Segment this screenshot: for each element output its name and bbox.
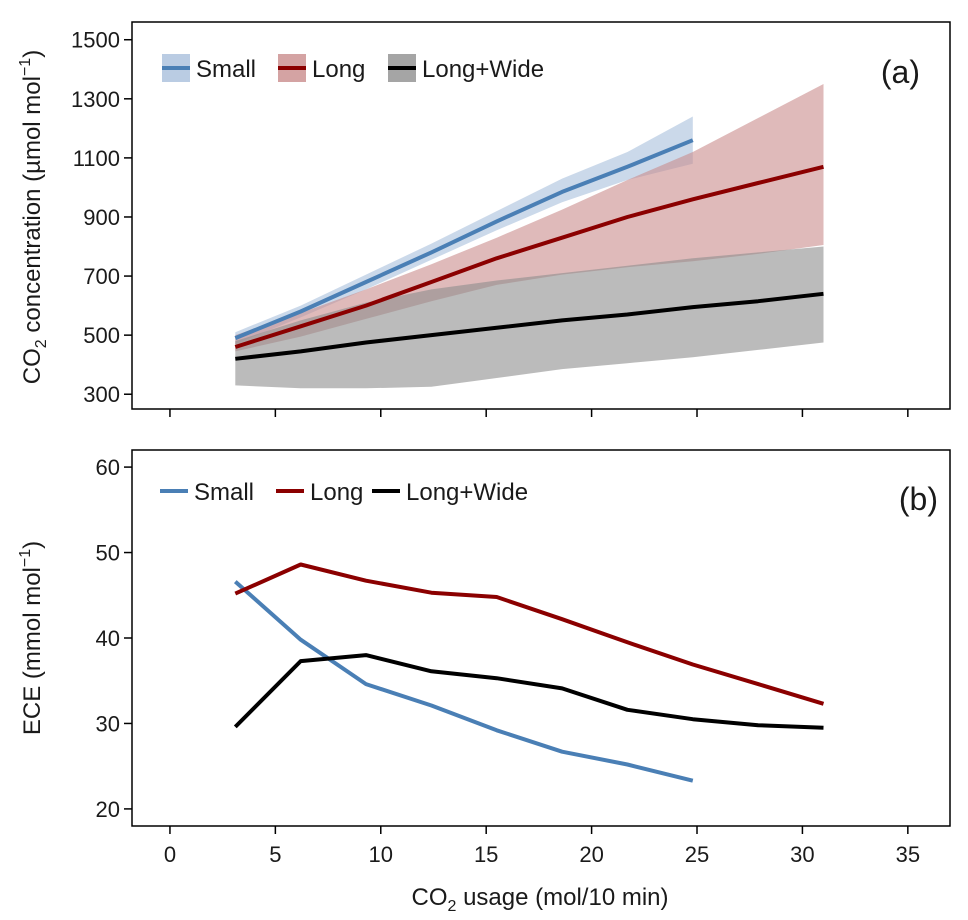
y-tick-label: 500: [83, 323, 120, 348]
a-legend: Small Long Long+Wide: [162, 54, 544, 83]
y-tick-label: 50: [96, 541, 120, 566]
y-tick-label: 1300: [71, 87, 120, 112]
y-tick-label: 40: [96, 626, 120, 651]
b-legend: Small Long Long+Wide: [160, 479, 528, 506]
x-tick-label: 5: [269, 842, 281, 867]
b-panel-label: (b): [899, 481, 938, 517]
b-x-ticks: 0 5 10 15 20 25 30 35: [164, 826, 920, 867]
series-line-long: [234, 164, 824, 349]
y-tick-label: 700: [83, 264, 120, 289]
x-tick-label: 20: [579, 842, 603, 867]
panel-a: 300 500 700 900 1100 1300 1500 Small Long Long+W…: [17, 21, 951, 417]
x-tick-label: 35: [896, 842, 920, 867]
y-tick-label: 30: [96, 711, 120, 736]
series-line-small: [234, 138, 694, 340]
b-series-lines: [233, 562, 825, 783]
a-y-axis-title: CO2 concentration (µmol mol−1): [17, 50, 50, 384]
legend-label-small: Small: [196, 56, 256, 83]
y-tick-label: 300: [83, 382, 120, 407]
x-tick-label: 30: [790, 842, 814, 867]
series-line-small: [233, 580, 694, 783]
series-line-long-wide: [235, 291, 824, 361]
a-confidence-bands: [235, 84, 824, 389]
a-x-ticks: [169, 409, 909, 417]
y-tick-label: 60: [96, 455, 120, 480]
a-panel-label: (a): [881, 54, 920, 90]
x-tick-label: 0: [164, 842, 176, 867]
legend-label-small: Small: [194, 479, 254, 506]
band-small: [235, 116, 693, 344]
legend-label-long-wide: Long+Wide: [406, 479, 528, 506]
x-tick-label: 10: [369, 842, 393, 867]
band-long: [235, 84, 824, 352]
x-tick-label: 25: [685, 842, 709, 867]
y-tick-label: 900: [83, 205, 120, 230]
legend-label-long: Long: [310, 479, 363, 506]
y-tick-label: 20: [96, 797, 120, 822]
b-y-axis-title: ECE (mmol mol−1): [17, 541, 46, 735]
a-plot-frame: [131, 21, 951, 410]
series-line-long: [234, 562, 825, 706]
series-line-long-wide: [233, 653, 824, 730]
b-y-ticks: 20 30 40 50 60: [96, 455, 132, 822]
a-series-lines: [234, 138, 824, 361]
y-tick-label: 1500: [71, 28, 120, 53]
legend-label-long-wide: Long+Wide: [422, 56, 544, 83]
panel-b: 20 30 40 50 60 0 5 10 15 20 25 30 35 Small Long Long+…: [17, 449, 951, 867]
y-tick-label: 1100: [73, 146, 120, 171]
legend-label-long: Long: [312, 56, 365, 83]
x-axis-title: CO2 usage (mol/10 min): [412, 884, 669, 915]
x-tick-label: 15: [474, 842, 498, 867]
b-plot-frame: [131, 449, 951, 827]
band-long-wide: [235, 246, 824, 389]
a-y-ticks: 300 500 700 900 1100 1300 1500: [71, 28, 132, 407]
